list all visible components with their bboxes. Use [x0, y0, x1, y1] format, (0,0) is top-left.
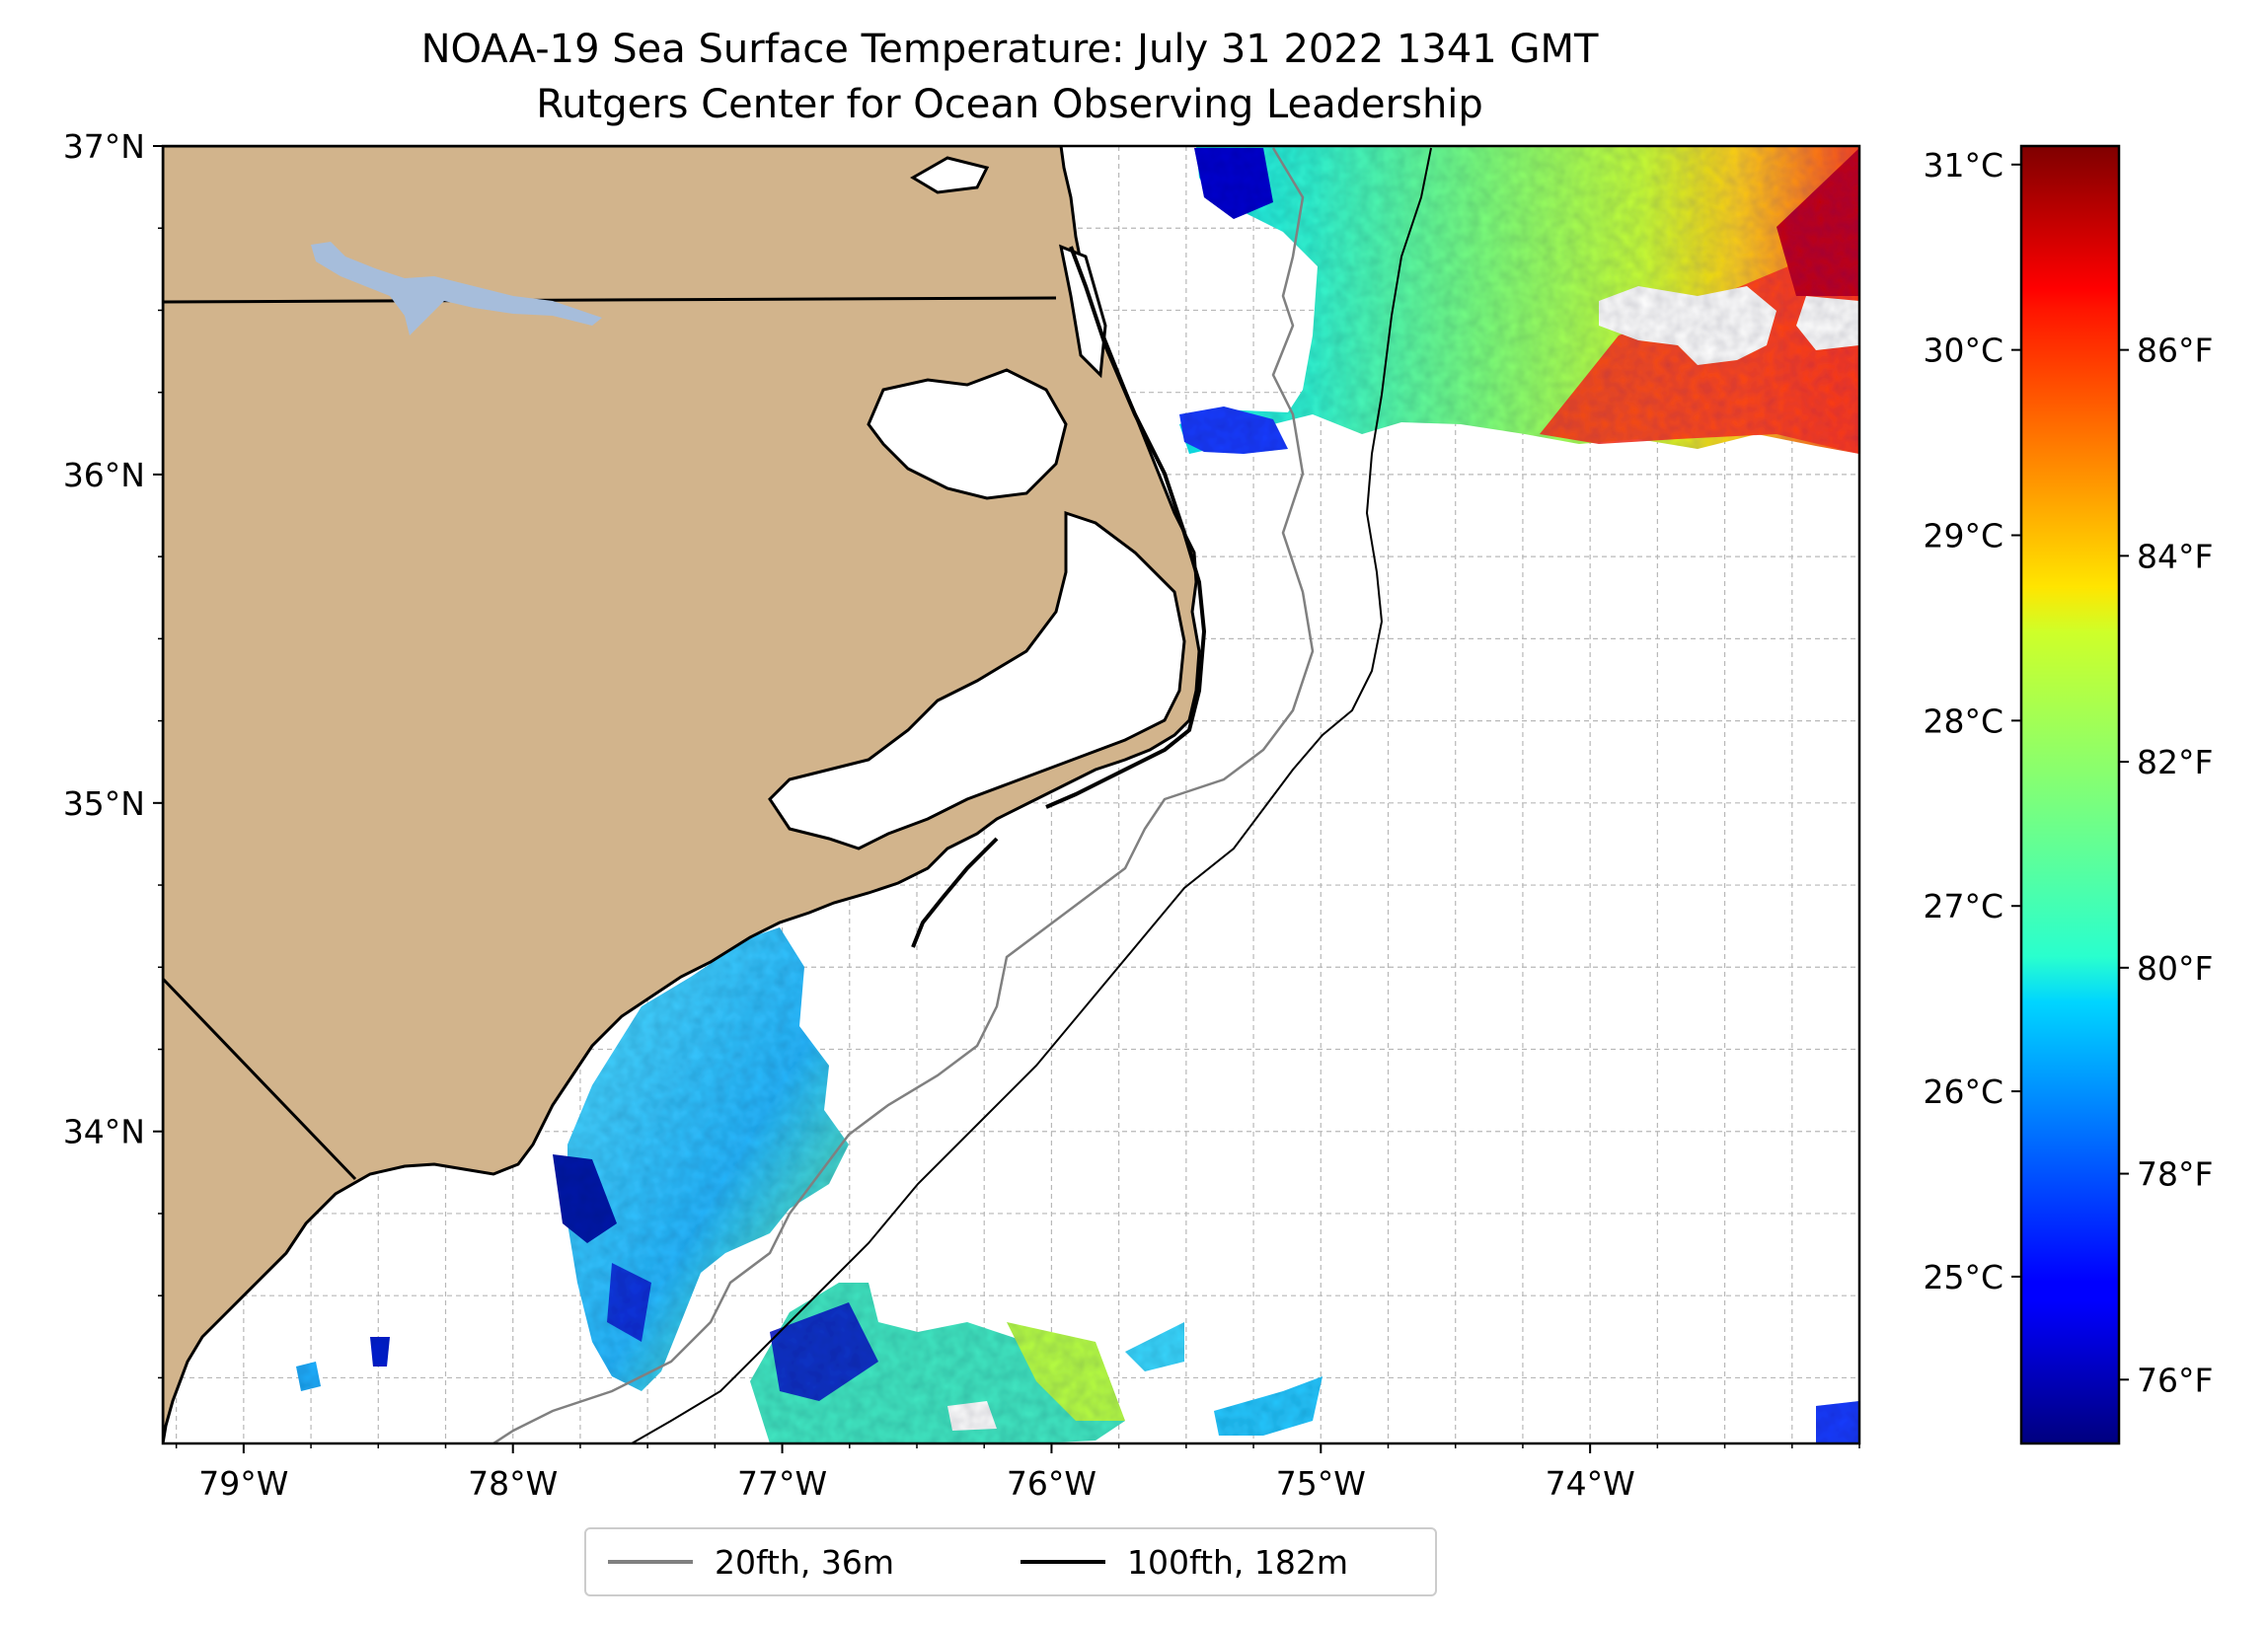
- currituck-sound: [1058, 244, 1107, 379]
- sst-speck-2: [370, 1337, 390, 1367]
- sst-south-east-patch: [1214, 1376, 1323, 1436]
- nc-sc-border: [163, 977, 357, 1181]
- fahrenheit-tick-label: 84°F: [2137, 537, 2213, 575]
- lon-tick-label: 74°W: [1546, 1464, 1635, 1503]
- cloud-hole-2: [1796, 296, 1859, 350]
- colorbar: [2019, 144, 2121, 1445]
- latitude-axis: 37°N 36°N 35°N 34°N: [63, 127, 163, 1379]
- isobath-100fth: [631, 147, 1432, 1443]
- colorbar-celsius-axis: 25°C 26°C 27°C 28°C 29°C 30°C 31°C: [1923, 146, 2021, 1296]
- lat-tick-label: 36°N: [63, 456, 145, 494]
- legend-item-100fth: 100fth, 182m: [1021, 1529, 1348, 1594]
- lon-tick-label: 75°W: [1276, 1464, 1366, 1503]
- albemarle-sound: [867, 368, 1068, 500]
- lat-tick-label: 37°N: [63, 127, 145, 166]
- lon-tick-label: 77°W: [737, 1464, 827, 1503]
- figure-title: NOAA-19 Sea Surface Temperature: July 31…: [420, 27, 1599, 72]
- lat-tick-label: 35°N: [63, 784, 145, 823]
- legend-line-20fth: [608, 1560, 693, 1564]
- celsius-tick-label: 31°C: [1923, 146, 2003, 185]
- celsius-tick-label: 25°C: [1923, 1258, 2003, 1296]
- fahrenheit-tick-label: 82°F: [2137, 743, 2213, 781]
- legend-item-20fth: 20fth, 36m: [608, 1529, 894, 1594]
- outer-banks: [1045, 246, 1207, 809]
- sst-south-small: [1125, 1322, 1184, 1371]
- legend-label-100fth: 100fth, 182m: [1127, 1542, 1348, 1582]
- fahrenheit-tick-label: 86°F: [2137, 332, 2213, 370]
- sst-coastal-plume: [567, 927, 849, 1391]
- legend: 20fth, 36m 100fth, 182m: [584, 1527, 1437, 1596]
- fahrenheit-tick-label: 76°F: [2137, 1361, 2213, 1399]
- lat-tick-label: 34°N: [63, 1113, 145, 1151]
- lon-tick-label: 79°W: [198, 1464, 288, 1503]
- celsius-tick-label: 28°C: [1923, 702, 2003, 740]
- celsius-tick-label: 29°C: [1923, 517, 2003, 555]
- cloud-hole-3: [947, 1401, 997, 1431]
- fahrenheit-tick-label: 78°F: [2137, 1155, 2213, 1194]
- map-frame: [161, 144, 1861, 1445]
- celsius-tick-label: 26°C: [1923, 1072, 2003, 1111]
- celsius-tick-label: 30°C: [1923, 332, 2003, 370]
- nc-va-border: [163, 296, 1057, 304]
- sst-cold-coastal-1: [553, 1154, 617, 1243]
- map-area: [163, 146, 1859, 1443]
- sst-cold-patch-north: [1194, 148, 1273, 219]
- sst-cold-patch-east: [1179, 406, 1288, 454]
- legend-line-100fth: [1021, 1560, 1105, 1564]
- lake-kerr: [311, 242, 602, 335]
- cape-lookout-banks: [911, 837, 999, 948]
- pamlico-sound: [768, 510, 1186, 850]
- lon-tick-label: 78°W: [468, 1464, 558, 1503]
- fahrenheit-tick-label: 80°F: [2137, 949, 2213, 988]
- sst-corner-patch: [1816, 1401, 1859, 1443]
- cloud-hole-1: [1599, 286, 1777, 365]
- isobath-20fth: [492, 147, 1315, 1443]
- lon-tick-label: 76°W: [1007, 1464, 1096, 1503]
- colorbar-fahrenheit-axis: 76°F 78°F 80°F 82°F 84°F 86°F: [2119, 332, 2213, 1399]
- sst-hot-core: [1777, 148, 1859, 296]
- sst-cold-coastal-2: [607, 1263, 651, 1342]
- celsius-tick-label: 27°C: [1923, 887, 2003, 925]
- sst-south-warm: [1007, 1322, 1125, 1421]
- sst-speck-1: [296, 1362, 321, 1391]
- sst-south-cold: [770, 1302, 878, 1401]
- longitude-axis: 79°W 78°W 77°W 76°W 75°W 74°W: [175, 1443, 1860, 1503]
- legend-label-20fth: 20fth, 36m: [715, 1542, 894, 1582]
- sst-data-layer: [296, 146, 1859, 1443]
- figure-subtitle: Rutgers Center for Ocean Observing Leade…: [536, 82, 1483, 127]
- chesapeake-inlet: [910, 156, 990, 194]
